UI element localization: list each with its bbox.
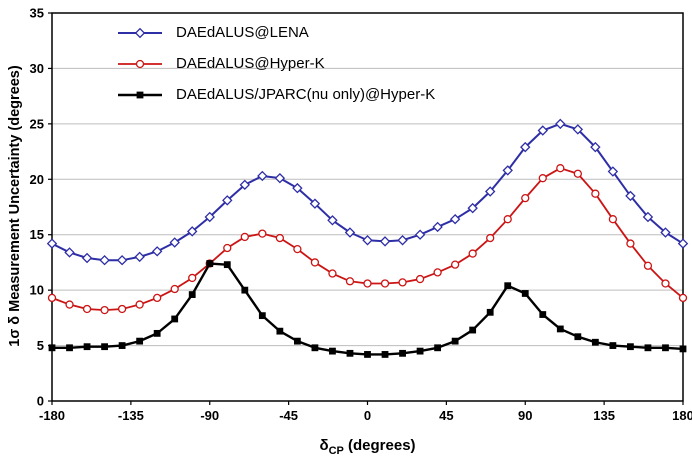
- svg-text:10: 10: [30, 283, 44, 298]
- chart-legend: DAEdALUS@LENA DAEdALUS@Hyper-K DAEdALUS/…: [116, 22, 435, 105]
- svg-text:135: 135: [593, 408, 615, 423]
- diamond-marker-icon: [118, 27, 162, 38]
- svg-text:180: 180: [672, 408, 692, 423]
- legend-item-lena: DAEdALUS@LENA: [116, 22, 435, 43]
- svg-text:0: 0: [37, 394, 44, 409]
- svg-text:-45: -45: [279, 408, 298, 423]
- y-axis-label: 1σ δ Measurement Uncertainty (degrees): [7, 65, 23, 347]
- svg-text:35: 35: [30, 6, 44, 21]
- legend-item-hyperk: DAEdALUS@Hyper-K: [116, 53, 435, 74]
- svg-text:0: 0: [364, 408, 371, 423]
- x-axis-label-units: (degrees): [343, 437, 416, 454]
- circle-marker-icon: [118, 59, 162, 68]
- svg-text:-90: -90: [200, 408, 219, 423]
- svg-text:45: 45: [439, 408, 453, 423]
- square-marker-icon: [118, 91, 162, 98]
- legend-label: DAEdALUS@LENA: [176, 24, 309, 41]
- svg-text:15: 15: [30, 227, 44, 242]
- svg-text:30: 30: [30, 61, 44, 76]
- x-axis-label-subscript: CP: [328, 445, 344, 457]
- legend-label: DAEdALUS@Hyper-K: [176, 55, 325, 72]
- svg-text:-180: -180: [39, 408, 65, 423]
- svg-text:90: 90: [518, 408, 532, 423]
- svg-text:5: 5: [37, 338, 44, 353]
- legend-label: DAEdALUS/JPARC(nu only)@Hyper-K: [176, 86, 436, 103]
- legend-item-jparc: DAEdALUS/JPARC(nu only)@Hyper-K: [116, 84, 435, 105]
- svg-text:20: 20: [30, 172, 44, 187]
- x-axis-label: δCP (degrees): [52, 437, 683, 457]
- x-axis-label-symbol: δ: [319, 437, 329, 454]
- svg-text:-135: -135: [118, 408, 144, 423]
- svg-text:25: 25: [30, 116, 44, 131]
